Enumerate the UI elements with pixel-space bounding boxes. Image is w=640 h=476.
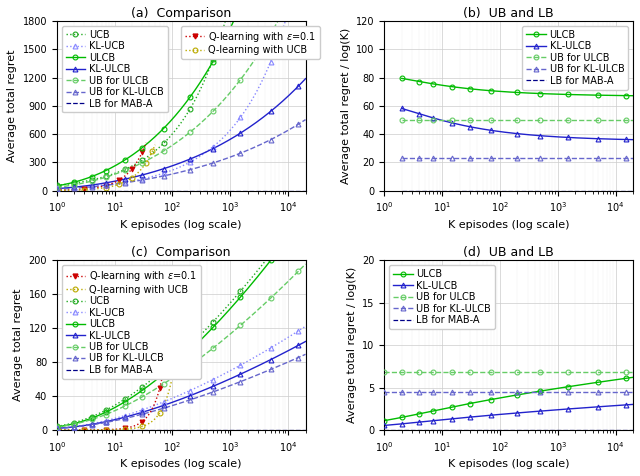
Title: (a)  Comparison: (a) Comparison — [131, 7, 231, 20]
X-axis label: K episodes (log scale): K episodes (log scale) — [448, 459, 570, 469]
LB for MAB-A — [301, 427, 309, 433]
X-axis label: K episodes (log scale): K episodes (log scale) — [448, 219, 570, 229]
X-axis label: K episodes (log scale): K episodes (log scale) — [120, 459, 242, 469]
LB for MAB-A — [560, 427, 568, 433]
Title: (d)  UB and LB: (d) UB and LB — [463, 247, 554, 259]
LB for MAB-A — [410, 427, 418, 433]
LB for MAB-A — [296, 188, 303, 193]
Y-axis label: Average total regret / log(K): Average total regret / log(K) — [347, 267, 356, 423]
LB for MAB-A — [188, 188, 195, 193]
LB for MAB-A — [301, 188, 309, 193]
LB for MAB-A — [53, 188, 61, 193]
LB for MAB-A — [629, 188, 637, 193]
LB for MAB-A — [173, 427, 180, 433]
LB for MAB-A — [173, 188, 180, 193]
LB for MAB-A — [537, 427, 545, 433]
LB for MAB-A — [257, 427, 264, 433]
Title: (c)  Comparison: (c) Comparison — [131, 247, 231, 259]
LB for MAB-A — [566, 188, 573, 193]
LB for MAB-A — [426, 188, 433, 193]
X-axis label: K episodes (log scale): K episodes (log scale) — [120, 219, 242, 229]
Title: (b)  UB and LB: (b) UB and LB — [463, 7, 554, 20]
Y-axis label: Average total regret: Average total regret — [7, 50, 17, 162]
LB for MAB-A — [171, 427, 179, 433]
LB for MAB-A — [565, 188, 573, 193]
Legend: Q-learning with $\epsilon$=0.1, Q-learning with UCB: Q-learning with $\epsilon$=0.1, Q-learni… — [181, 26, 320, 59]
LB for MAB-A — [201, 188, 209, 193]
LB for MAB-A — [381, 427, 388, 433]
Y-axis label: Average total regret / log(K): Average total regret / log(K) — [340, 28, 351, 184]
LB for MAB-A — [171, 188, 179, 193]
Legend: ULCB, KL-ULCB, UB for ULCB, UB for KL-ULCB, LB for MAB-A: ULCB, KL-ULCB, UB for ULCB, UB for KL-UL… — [389, 265, 495, 329]
LB for MAB-A — [398, 188, 406, 193]
Legend: ULCB, KL-ULCB, UB for ULCB, UB for KL-ULCB, LB for MAB-A: ULCB, KL-ULCB, UB for ULCB, UB for KL-UL… — [522, 26, 628, 89]
LB for MAB-A — [479, 427, 486, 433]
LB for MAB-A — [296, 427, 303, 433]
LB for MAB-A — [543, 188, 551, 193]
LB for MAB-A — [474, 188, 481, 193]
LB for MAB-A — [490, 188, 497, 193]
LB for MAB-A — [629, 427, 637, 433]
LB for MAB-A — [561, 427, 569, 433]
LB for MAB-A — [201, 427, 209, 433]
LB for MAB-A — [188, 427, 195, 433]
Y-axis label: Average total regret: Average total regret — [13, 289, 23, 401]
LB for MAB-A — [257, 188, 264, 193]
LB for MAB-A — [461, 427, 469, 433]
Legend: Q-learning with $\epsilon$=0.1, Q-learning with UCB, UCB, KL-UCB, ULCB, KL-ULCB,: Q-learning with $\epsilon$=0.1, Q-learni… — [61, 265, 201, 379]
LB for MAB-A — [53, 427, 61, 433]
